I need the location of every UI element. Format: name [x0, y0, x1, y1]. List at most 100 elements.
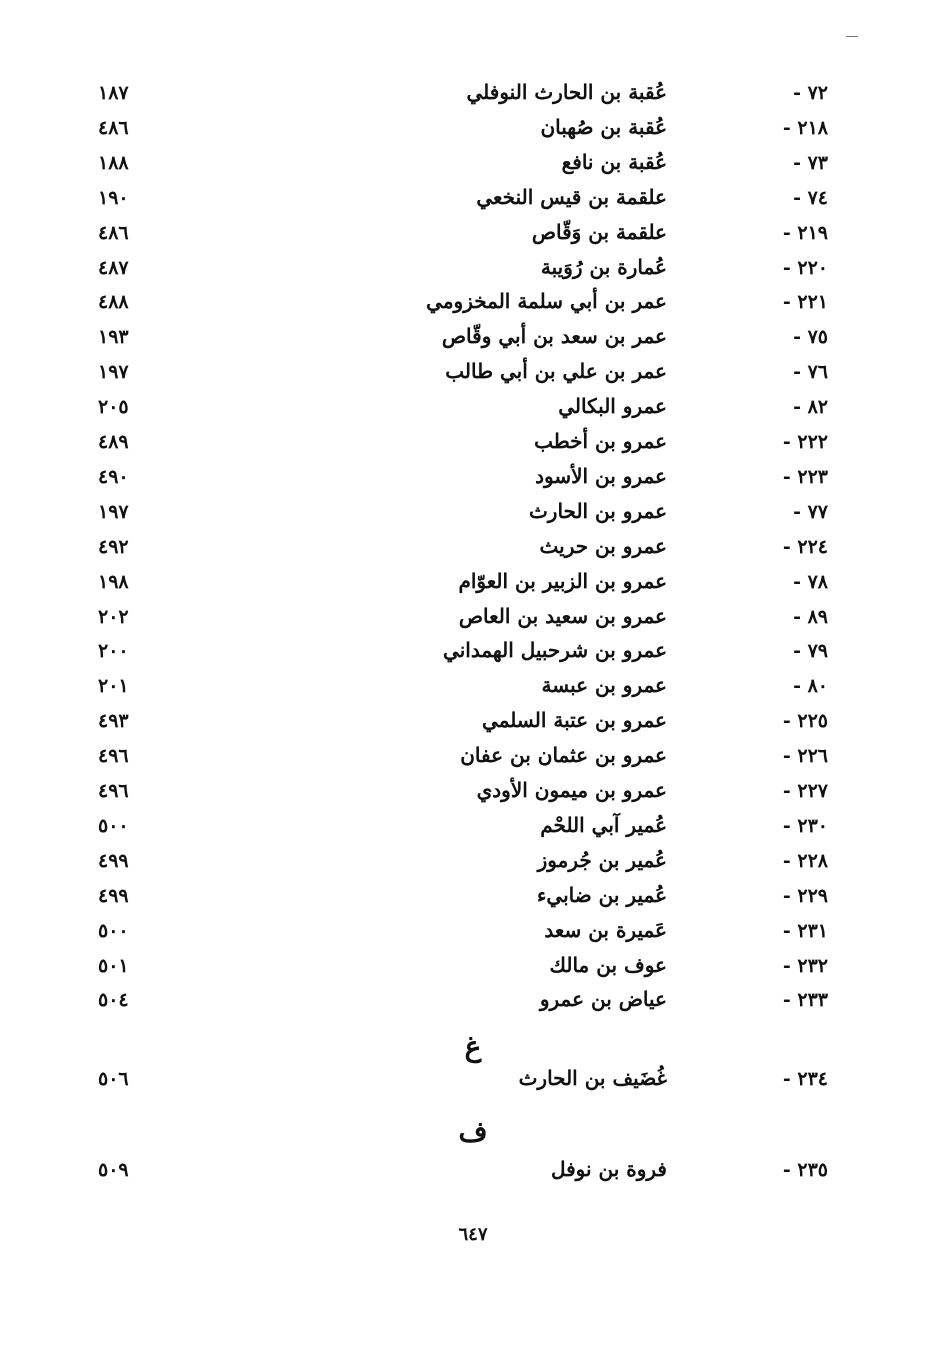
- entry-name: عُمارة بن رُوَيبة: [540, 254, 667, 279]
- index-entry: ٧٧ - عمرو بن الحارث ١٩٧: [0, 497, 946, 532]
- entry-name: عمرو البكالي: [558, 394, 667, 419]
- index-entry: ٢٢٢ - عمرو بن أخطب ٤٨٩: [0, 427, 946, 462]
- entry-page: ٤٩٠: [98, 465, 129, 488]
- entry-name: فروة بن نوفل: [550, 1157, 667, 1181]
- index-entry: ٨٠ - عمرو بن عبسة ٢٠١: [0, 671, 946, 706]
- entry-number: ٢٢٤ -: [782, 535, 828, 558]
- entry-page: ٤٩٩: [98, 849, 129, 872]
- entry-name: عمرو بن عثمان بن عفان: [460, 743, 667, 768]
- entry-page: ١٩٠: [98, 186, 129, 209]
- entry-page: ١٩٧: [98, 361, 129, 384]
- index-entry: ٧٥ - عمر بن سعد بن أبي وقّاص ١٩٣: [0, 322, 946, 357]
- entry-number: ٢٢٨ -: [782, 849, 828, 872]
- index-entry: ٢٢٧ - عمرو بن ميمون الأودي ٤٩٦: [0, 776, 946, 811]
- entry-name: عمرو بن سعيد بن العاص: [458, 603, 667, 628]
- entry-number: ٧٢ -: [793, 82, 828, 104]
- index-entry: ٢٢٠ - عُمارة بن رُوَيبة ٤٨٧: [0, 253, 946, 288]
- entry-name: علقمة بن وَقّاص: [531, 219, 667, 244]
- entry-name: عمرو بن الأسود: [535, 463, 667, 488]
- entry-name: عمرو بن ميمون الأودي: [476, 778, 667, 802]
- entry-name: عمرو بن حريث: [539, 533, 667, 558]
- entry-number: ٢٣٥ -: [782, 1159, 828, 1181]
- index-entry: ٢٣٣ - عياض بن عمرو ٥٠٤: [0, 985, 946, 1020]
- index-entry: ٢١٩ - علقمة بن وَقّاص ٤٨٦: [0, 218, 946, 253]
- index-entry: ٢٢٣ - عمرو بن الأسود ٤٩٠: [0, 462, 946, 497]
- index-entry: ٧٨ - عمرو بن الزبير بن العوّام ١٩٨: [0, 567, 946, 602]
- entry-name: غُضَيف بن الحارث: [518, 1066, 667, 1090]
- entry-page: ٤٨٨: [98, 291, 129, 314]
- entry-number: ٢٢٣ -: [782, 465, 828, 488]
- entry-page: ١٩٨: [98, 570, 129, 593]
- entry-page: ٤٩٢: [98, 535, 129, 558]
- index-entry: ٢٣٥ - فروة بن نوفل ٥٠٩: [0, 1155, 946, 1190]
- entry-number: ٢٣٣ -: [782, 989, 828, 1012]
- entry-name: عياض بن عمرو: [539, 987, 667, 1012]
- entry-name: عمرو بن عبسة: [541, 673, 667, 698]
- entry-number: ٢٣١ -: [782, 919, 828, 942]
- entry-number: ٢٣٢ -: [782, 954, 828, 977]
- index-entry: ٧٦ - عمر بن علي بن أبي طالب ١٩٧: [0, 357, 946, 392]
- entry-page: ٥٠١: [98, 954, 129, 977]
- index-entry: ٧٢ - عُقبة بن الحارث النوفلي ١٨٧: [0, 78, 946, 113]
- entry-number: ٨٢ -: [793, 396, 828, 419]
- entry-name: عمر بن سعد بن أبي وقّاص: [441, 324, 667, 349]
- entry-name: عُمير بن ضابيء: [537, 882, 667, 907]
- entry-number: ٢٣٠ -: [782, 814, 828, 837]
- index-entry: ٢٣٠ - عُمير آبي اللحْم ٥٠٠: [0, 811, 946, 846]
- entry-number: ٧٧ -: [793, 500, 828, 523]
- entry-number: ٧٨ -: [793, 570, 828, 593]
- entry-page: ٥٠٩: [98, 1159, 129, 1181]
- index-entry: ٢٢٩ - عُمير بن ضابيء ٤٩٩: [0, 881, 946, 916]
- entry-page: ١٩٧: [98, 500, 129, 523]
- entry-page: ٢٠٥: [98, 396, 129, 419]
- index-entry: ٢٢١ - عمر بن أبي سلمة المخزومي ٤٨٨: [0, 287, 946, 322]
- entry-number: ٢٢٦ -: [782, 745, 828, 768]
- entry-page: ٢٠٢: [98, 605, 129, 628]
- entry-page: ٤٩٩: [98, 884, 129, 907]
- index-entry: ٢٢٥ - عمرو بن عتبة السلمي ٤٩٣: [0, 706, 946, 741]
- entry-number: ٢٢٧ -: [782, 780, 828, 802]
- entry-name: عمرو بن الحارث: [528, 498, 667, 523]
- section-letter: ف: [458, 1115, 488, 1148]
- entry-page: ٤٩٦: [98, 780, 129, 802]
- entry-page: ٤٨٧: [98, 256, 129, 279]
- entry-number: ٧٤ -: [793, 186, 828, 209]
- entry-page: ٤٨٦: [98, 116, 129, 139]
- entry-number: ٨٠ -: [793, 675, 828, 698]
- entry-number: ٢٢١ -: [782, 291, 828, 314]
- section-letter: غ: [464, 1030, 482, 1063]
- index-entry: ٧٣ - عُقبة بن نافع ١٨٨: [0, 148, 946, 183]
- entry-page: ٥٠٠: [98, 814, 129, 837]
- entry-number: ٢١٩ -: [782, 221, 828, 244]
- index-entry: ٢٣٢ - عوف بن مالك ٥٠١: [0, 951, 946, 986]
- entry-page: ٢٠١: [98, 675, 129, 698]
- entry-name: عُمير بن جُرموز: [537, 847, 667, 872]
- entry-name: عمرو بن عتبة السلمي: [482, 708, 667, 733]
- entry-page: ٤٩٣: [98, 710, 129, 733]
- entry-page: ٢٠٠: [98, 640, 129, 663]
- entry-number: ٨٩ -: [793, 605, 828, 628]
- entry-page: ١٨٧: [98, 82, 129, 104]
- index-entry: ٢٢٦ - عمرو بن عثمان بن عفان ٤٩٦: [0, 741, 946, 776]
- entry-page: ١٨٨: [98, 151, 129, 174]
- entry-name: عَميرة بن سعد: [544, 917, 667, 942]
- index-entry: ٢٢٤ - عمرو بن حريث ٤٩٢: [0, 532, 946, 567]
- index-entry: ٨٩ - عمرو بن سعيد بن العاص ٢٠٢: [0, 602, 946, 637]
- entry-name: عُمير آبي اللحْم: [540, 812, 667, 837]
- entry-number: ٢١٨ -: [782, 116, 828, 139]
- page-number: ٦٤٧: [458, 1224, 488, 1245]
- entry-number: ٧٣ -: [793, 151, 828, 174]
- entry-name: عُقبة بن الحارث النوفلي: [466, 80, 668, 104]
- scan-mark: [846, 36, 858, 37]
- entry-number: ٧٥ -: [793, 326, 828, 349]
- entry-page: ٤٨٩: [98, 431, 129, 453]
- entry-name: عوف بن مالك: [549, 952, 667, 977]
- entry-number: ٢٢٠ -: [782, 256, 828, 279]
- entry-name: عُقبة بن صُهبان: [540, 114, 667, 139]
- entry-name: عمرو بن شرحبيل الهمداني: [443, 638, 667, 663]
- entry-page: ٥٠٠: [98, 919, 129, 942]
- entry-page: ٥٠٦: [98, 1068, 129, 1090]
- entry-number: ٧٦ -: [793, 361, 828, 384]
- entry-number: ٢٢٩ -: [782, 884, 828, 907]
- entry-number: ٧٩ -: [793, 640, 828, 663]
